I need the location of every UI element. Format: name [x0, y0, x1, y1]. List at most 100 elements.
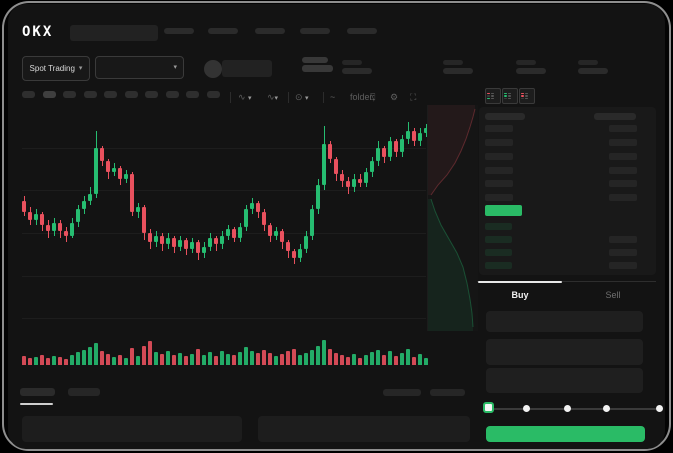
candle: [112, 168, 116, 172]
amount-slider-track[interactable]: [489, 408, 656, 410]
slider-stop-dot[interactable]: [523, 405, 530, 412]
slider-stop-dot[interactable]: [564, 405, 571, 412]
timeframe-button-placeholder[interactable]: [84, 91, 97, 98]
volume-bar: [406, 349, 410, 365]
total-input-placeholder[interactable]: [486, 368, 643, 393]
candle: [310, 209, 314, 235]
bid-row-amount-placeholder[interactable]: [609, 262, 637, 269]
timeframe-button-placeholder[interactable]: [43, 91, 56, 98]
nav-search-placeholder[interactable]: [70, 25, 158, 41]
timeframe-button-placeholder[interactable]: [63, 91, 76, 98]
bid-row-price-placeholder[interactable]: [485, 262, 512, 269]
overlay-icon[interactable]: ∿▾: [267, 91, 278, 104]
tab-buy[interactable]: Buy: [478, 290, 562, 300]
nav-item-placeholder[interactable]: [347, 28, 377, 34]
volume-bar: [388, 351, 392, 365]
timeframe-button-placeholder[interactable]: [125, 91, 138, 98]
timeframe-button-placeholder[interactable]: [104, 91, 117, 98]
ask-row-price-placeholder[interactable]: [485, 125, 513, 132]
orderbook-view-asks-icon[interactable]: [519, 88, 535, 104]
pair-selector-dropdown[interactable]: ▾: [95, 56, 184, 79]
bid-row-amount-placeholder[interactable]: [609, 236, 637, 243]
candle: [154, 236, 158, 243]
ask-row-amount-placeholder[interactable]: [609, 167, 637, 174]
volume-bar: [22, 356, 26, 365]
ask-row-amount-placeholder[interactable]: [609, 194, 637, 201]
volume-bar: [268, 353, 272, 365]
candle: [286, 242, 290, 251]
candle: [328, 144, 332, 159]
nav-item-placeholder[interactable]: [255, 28, 285, 34]
market-type-dropdown[interactable]: Spot Trading ▾: [22, 56, 90, 81]
orderbook-price-header-placeholder: [485, 113, 525, 120]
nav-item-placeholder[interactable]: [300, 28, 330, 34]
timeframe-button-placeholder[interactable]: [22, 91, 35, 98]
timeframe-button-placeholder[interactable]: [207, 91, 220, 98]
ask-row-price-placeholder[interactable]: [485, 167, 513, 174]
depth-chart[interactable]: [427, 105, 478, 331]
okx-logo[interactable]: OKX: [22, 24, 53, 40]
volume-bar: [28, 358, 32, 365]
camera-icon[interactable]: ⍂: [370, 91, 375, 104]
settings-gear-icon[interactable]: ⚙: [390, 91, 398, 104]
slider-stop-dot[interactable]: [603, 405, 610, 412]
candle: [70, 223, 74, 236]
candle: [124, 174, 128, 178]
last-price-flag[interactable]: [485, 205, 522, 216]
candle: [166, 238, 170, 245]
ask-row-price-placeholder[interactable]: [485, 153, 513, 160]
timeframe-button-placeholder[interactable]: [145, 91, 158, 98]
tab-sell[interactable]: Sell: [571, 290, 655, 300]
ask-row-amount-placeholder[interactable]: [609, 180, 637, 187]
nav-item-placeholder[interactable]: [208, 28, 238, 34]
bid-row-price-placeholder[interactable]: [485, 236, 512, 243]
order-history-panel: [258, 416, 470, 442]
candle: [100, 148, 104, 161]
slider-stop-dot[interactable]: [656, 405, 663, 412]
chart-gridline: [22, 318, 426, 319]
panel-action-placeholder[interactable]: [430, 389, 465, 396]
ask-row-amount-placeholder[interactable]: [609, 125, 637, 132]
volume-bar: [100, 351, 104, 365]
last-price-placeholder: [302, 57, 328, 63]
history-tab-placeholder[interactable]: [68, 388, 100, 396]
volume-bar: [358, 358, 362, 365]
fullscreen-icon[interactable]: ⛶: [410, 91, 416, 104]
trendline-icon[interactable]: ~: [330, 91, 335, 104]
volume-bar: [328, 349, 332, 365]
candle: [94, 148, 98, 194]
nav-item-placeholder[interactable]: [164, 28, 194, 34]
bid-row-price-placeholder[interactable]: [485, 223, 512, 230]
chevron-down-icon: ▾: [79, 65, 83, 72]
volume-bar: [52, 356, 56, 365]
timeframe-button-placeholder[interactable]: [186, 91, 199, 98]
ask-row-price-placeholder[interactable]: [485, 139, 513, 146]
bid-row-amount-placeholder[interactable]: [609, 249, 637, 256]
volume-bar: [154, 352, 158, 365]
volume-bar: [118, 355, 122, 365]
panel-action-placeholder[interactable]: [383, 389, 421, 396]
open-orders-panel: [22, 416, 242, 442]
amount-slider-handle[interactable]: [483, 402, 494, 413]
ask-row-price-placeholder[interactable]: [485, 180, 513, 187]
orders-tab-placeholder[interactable]: [20, 388, 55, 396]
candle-style-icon[interactable]: ∿ ▾: [238, 91, 252, 104]
timeframe-button-placeholder[interactable]: [166, 91, 179, 98]
orderbook-view-combined-icon[interactable]: [485, 88, 501, 104]
candle: [226, 229, 230, 236]
ask-row-price-placeholder[interactable]: [485, 194, 513, 201]
amount-input-placeholder[interactable]: [486, 339, 643, 365]
candlestick-chart[interactable]: [22, 113, 426, 332]
price-input-placeholder[interactable]: [486, 311, 643, 332]
indicator-icon[interactable]: ⊙ ▾: [295, 91, 309, 104]
ask-row-amount-placeholder[interactable]: [609, 139, 637, 146]
stat-value-placeholder: [443, 68, 473, 74]
bid-row-price-placeholder[interactable]: [485, 249, 512, 256]
candle: [358, 179, 362, 183]
volume-bar: [400, 353, 404, 365]
volume-bar: [244, 347, 248, 365]
buy-order-button[interactable]: [486, 426, 645, 442]
ask-row-amount-placeholder[interactable]: [609, 153, 637, 160]
orderbook-view-bids-icon[interactable]: [502, 88, 518, 104]
stat-label-placeholder: [516, 60, 536, 65]
